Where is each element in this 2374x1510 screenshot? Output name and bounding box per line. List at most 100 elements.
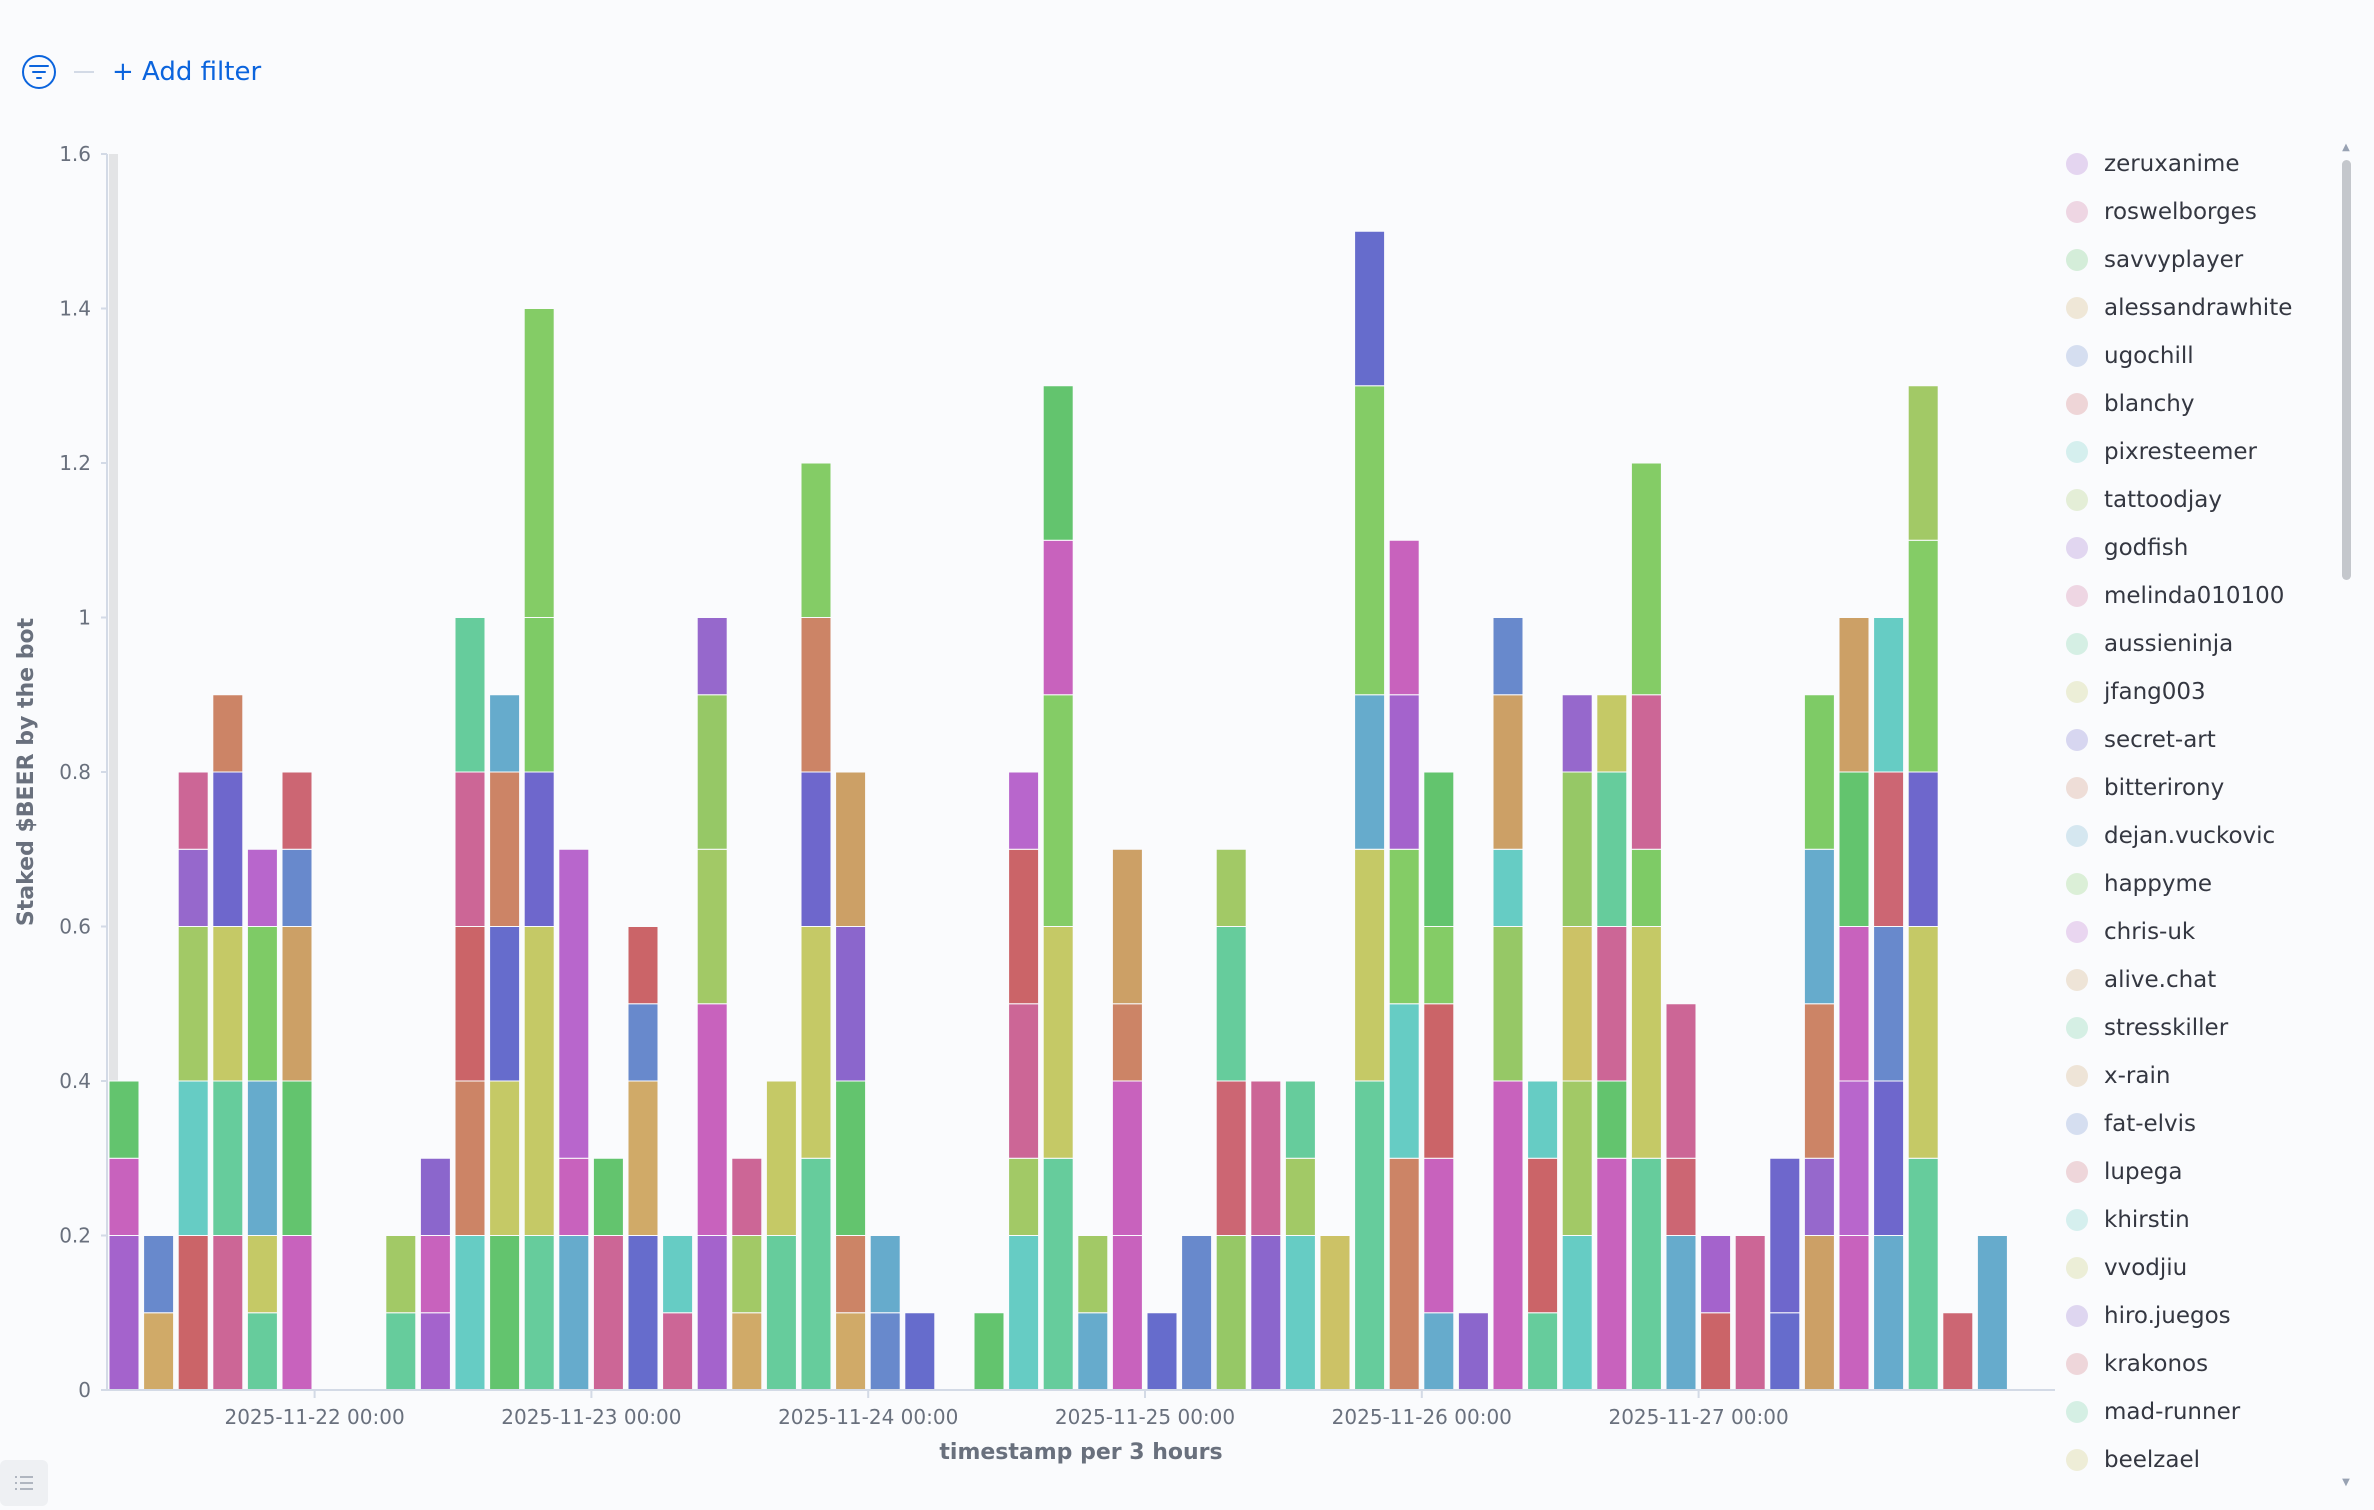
bar-segment[interactable] — [835, 1235, 867, 1314]
bar-segment[interactable] — [281, 1080, 313, 1236]
bar-segment[interactable] — [1873, 1080, 1905, 1236]
bar-segment[interactable] — [1111, 1235, 1143, 1391]
bar-segment[interactable] — [489, 694, 521, 773]
bar-2[interactable] — [177, 771, 209, 1391]
bar-50[interactable] — [1838, 617, 1870, 1391]
bar-segment[interactable] — [1077, 1312, 1109, 1391]
bar-54[interactable] — [1976, 1235, 2008, 1391]
bar-segment[interactable] — [1492, 848, 1524, 927]
bar-segment[interactable] — [419, 1157, 451, 1236]
bar-36[interactable] — [1354, 230, 1386, 1391]
bar-segment[interactable] — [1630, 848, 1662, 927]
bar-segment[interactable] — [385, 1312, 417, 1391]
bar-segment[interactable] — [1008, 771, 1040, 850]
bar-18[interactable] — [731, 1157, 763, 1391]
bar-segment[interactable] — [1838, 1080, 1870, 1236]
bar-segment[interactable] — [1250, 1235, 1282, 1391]
legend-item[interactable]: lupega — [2066, 1148, 2336, 1196]
bar-33[interactable] — [1250, 1080, 1282, 1391]
bar-segment[interactable] — [1492, 1080, 1524, 1391]
bar-segment[interactable] — [489, 1080, 521, 1236]
legend-item[interactable]: alessandrawhite — [2066, 284, 2336, 332]
bar-segment[interactable] — [1907, 926, 1939, 1159]
bar-segment[interactable] — [1215, 926, 1247, 1082]
bar-segment[interactable] — [1354, 230, 1386, 387]
bar-17[interactable] — [696, 617, 728, 1391]
bar-segment[interactable] — [1527, 1312, 1559, 1391]
legend-item[interactable]: beelzael — [2066, 1436, 2336, 1484]
bar-segment[interactable] — [108, 1080, 140, 1159]
bar-44[interactable] — [1630, 462, 1662, 1391]
scroll-up-icon[interactable]: ▲ — [2342, 142, 2350, 153]
legend-item[interactable]: happyme — [2066, 860, 2336, 908]
bar-segment[interactable] — [1907, 385, 1939, 541]
legend-scrollbar[interactable]: ▲ ▼ — [2340, 142, 2352, 1488]
bar-segment[interactable] — [1423, 1003, 1455, 1159]
bar-segment[interactable] — [1769, 1157, 1801, 1314]
bar-segment[interactable] — [869, 1235, 901, 1314]
bar-segment[interactable] — [281, 926, 313, 1082]
bar-52[interactable] — [1907, 385, 1939, 1391]
bar-segment[interactable] — [1077, 1235, 1109, 1314]
bar-segment[interactable] — [592, 1235, 624, 1391]
bar-segment[interactable] — [523, 617, 555, 773]
bar-21[interactable] — [835, 771, 867, 1391]
bar-9[interactable] — [419, 1157, 451, 1391]
bar-segment[interactable] — [696, 1003, 728, 1236]
bar-segment[interactable] — [1596, 926, 1628, 1082]
bar-segment[interactable] — [1388, 848, 1420, 1005]
bar-segment[interactable] — [696, 1235, 728, 1391]
bar-segment[interactable] — [627, 1235, 659, 1391]
bar-segment[interactable] — [281, 1235, 313, 1391]
bar-segment[interactable] — [1976, 1235, 2008, 1391]
bar-segment[interactable] — [1665, 1003, 1697, 1159]
bar-segment[interactable] — [108, 1157, 140, 1236]
bar-0[interactable] — [108, 1080, 140, 1391]
bar-22[interactable] — [869, 1235, 901, 1391]
bar-43[interactable] — [1596, 694, 1628, 1391]
bar-27[interactable] — [1042, 385, 1074, 1391]
bar-41[interactable] — [1527, 1080, 1559, 1391]
bar-segment[interactable] — [1111, 1003, 1143, 1082]
bar-segment[interactable] — [973, 1312, 1005, 1391]
bar-segment[interactable] — [1838, 926, 1870, 1082]
bar-segment[interactable] — [1284, 1080, 1316, 1159]
bar-segment[interactable] — [558, 848, 590, 1159]
bar-segment[interactable] — [1457, 1312, 1489, 1391]
bar-segment[interactable] — [454, 1235, 486, 1391]
bar-segment[interactable] — [1492, 617, 1524, 696]
bar-segment[interactable] — [1873, 1235, 1905, 1391]
legend-item[interactable]: savvyplayer — [2066, 236, 2336, 284]
bar-segment[interactable] — [177, 1080, 209, 1236]
bar-segment[interactable] — [1838, 1235, 1870, 1391]
bar-segment[interactable] — [1942, 1312, 1974, 1391]
bar-segment[interactable] — [1215, 848, 1247, 927]
legend-item[interactable]: vvodjiu — [2066, 1244, 2336, 1292]
bar-segment[interactable] — [523, 771, 555, 927]
bar-segment[interactable] — [454, 617, 486, 773]
bar-segment[interactable] — [800, 926, 832, 1159]
bar-segment[interactable] — [246, 848, 278, 927]
bar-segment[interactable] — [177, 1235, 209, 1391]
bar-segment[interactable] — [1181, 1235, 1213, 1391]
bar-segment[interactable] — [246, 926, 278, 1082]
bar-segment[interactable] — [177, 771, 209, 850]
legend-item[interactable]: secret-art — [2066, 716, 2336, 764]
bar-segment[interactable] — [1111, 1080, 1143, 1236]
bar-segment[interactable] — [1388, 1003, 1420, 1159]
bar-segment[interactable] — [454, 926, 486, 1082]
filter-icon[interactable] — [22, 55, 56, 89]
bar-segment[interactable] — [177, 926, 209, 1082]
bar-segment[interactable] — [1354, 385, 1386, 696]
bar-segment[interactable] — [1803, 1235, 1835, 1391]
bar-segment[interactable] — [212, 694, 244, 773]
bar-segment[interactable] — [489, 771, 521, 927]
bar-segment[interactable] — [212, 1235, 244, 1391]
bar-segment[interactable] — [1250, 1080, 1282, 1236]
bar-segment[interactable] — [1423, 771, 1455, 927]
bar-segment[interactable] — [835, 1312, 867, 1391]
bar-32[interactable] — [1215, 848, 1247, 1391]
bar-segment[interactable] — [1700, 1235, 1732, 1314]
bar-segment[interactable] — [835, 926, 867, 1082]
bar-segment[interactable] — [1734, 1235, 1766, 1391]
